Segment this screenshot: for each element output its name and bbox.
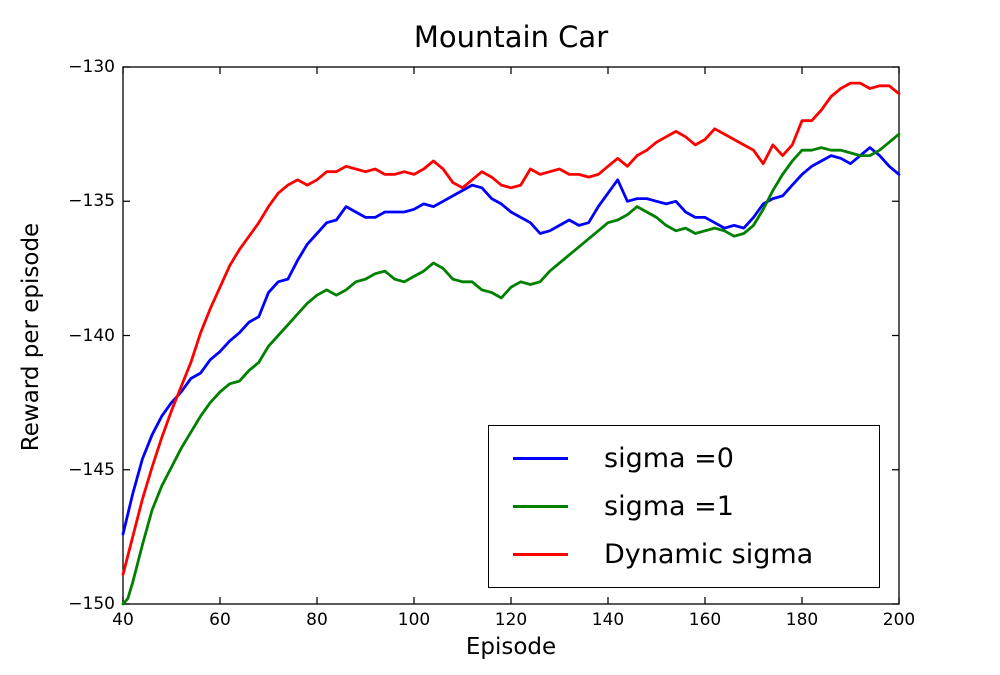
y-tick-label--145: −145: [68, 459, 115, 480]
x-tick-label-200: 200: [882, 610, 916, 630]
x-axis-label: Episode: [465, 634, 557, 660]
x-tick-label-80: 80: [306, 610, 328, 630]
x-tick-label-180: 180: [785, 610, 819, 630]
series-line-1: [121, 132, 901, 606]
legend-line-sample-sigma1: [513, 504, 568, 508]
legend-label-dynamic-sigma: Dynamic sigma: [604, 539, 814, 571]
y-tick-label--140: −140: [68, 325, 115, 346]
chart-title: Mountain Car: [413, 20, 609, 54]
legend-line-sample-dynamic-sigma: [513, 553, 568, 557]
legend-line-sample-sigma0: [513, 456, 568, 460]
legend-entry-sigma0: sigma =0: [513, 443, 879, 474]
x-tick-label-60: 60: [209, 610, 231, 630]
legend-label-sigma0: sigma =0: [604, 442, 734, 474]
x-tick-label-140: 140: [591, 610, 625, 630]
legend: sigma =0 sigma =1 Dynamic sigma: [488, 425, 880, 588]
series-line-0: [121, 146, 901, 536]
legend-entry-dynamic-sigma: Dynamic sigma: [513, 539, 879, 570]
series-line-2: [121, 81, 901, 576]
y-axis-label: Reward per episode: [18, 222, 44, 452]
x-tick-label-160: 160: [688, 610, 722, 630]
x-tick-label-40: 40: [112, 610, 134, 630]
x-tick-label-120: 120: [494, 610, 528, 630]
y-tick-label--150: −150: [68, 594, 115, 614]
y-tick-label--130: −130: [68, 57, 115, 77]
legend-entry-sigma1: sigma =1: [513, 491, 879, 522]
y-tick-label--135: −135: [68, 191, 115, 212]
legend-label-sigma1: sigma =1: [604, 490, 734, 522]
x-tick-label-100: 100: [397, 610, 431, 630]
